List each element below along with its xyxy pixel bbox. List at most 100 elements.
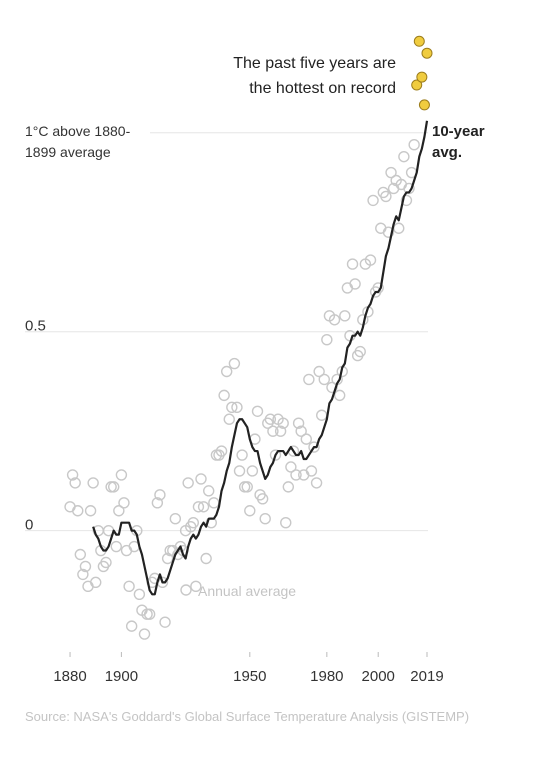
point xyxy=(200,552,212,565)
point xyxy=(400,194,413,207)
highlight-point xyxy=(411,79,423,91)
point xyxy=(82,580,94,593)
point xyxy=(339,310,351,322)
point xyxy=(346,258,359,270)
point xyxy=(264,413,277,425)
point xyxy=(151,497,164,509)
point xyxy=(113,505,125,517)
point xyxy=(187,516,200,529)
point xyxy=(256,493,269,505)
point xyxy=(159,616,171,628)
highlight-point xyxy=(416,71,428,83)
point xyxy=(195,473,207,485)
point xyxy=(300,433,312,445)
point xyxy=(197,501,210,513)
point xyxy=(72,505,84,517)
point xyxy=(218,389,230,402)
point xyxy=(125,620,138,632)
y-tick-label: 0 xyxy=(25,517,33,534)
point xyxy=(310,477,323,489)
point xyxy=(154,489,166,501)
point xyxy=(333,389,346,402)
line-label: 10-year avg. xyxy=(432,123,485,161)
point xyxy=(118,497,130,509)
highlight-point xyxy=(421,47,433,59)
point xyxy=(233,465,246,477)
point xyxy=(305,465,318,477)
point xyxy=(77,568,89,581)
point xyxy=(161,552,174,565)
point xyxy=(408,139,420,151)
point xyxy=(328,314,341,326)
point xyxy=(110,540,122,553)
y-tick-label: 0.5 xyxy=(25,318,46,335)
point xyxy=(274,425,287,437)
y-tick-label: 1°C above 1880-1899 average xyxy=(25,120,150,163)
point xyxy=(79,560,92,573)
point xyxy=(398,150,410,163)
point xyxy=(385,166,397,179)
point xyxy=(393,222,405,234)
point xyxy=(138,628,151,640)
point xyxy=(223,413,235,425)
point xyxy=(100,556,112,569)
point xyxy=(318,373,330,386)
source: Source: NASA's Goddard's Global Surface … xyxy=(25,709,470,724)
point xyxy=(90,576,102,589)
point xyxy=(259,513,271,525)
x-tick-label: 1880 xyxy=(53,668,86,685)
point xyxy=(84,505,97,517)
point xyxy=(133,588,146,600)
highlight-point xyxy=(413,35,425,47)
average-line xyxy=(92,120,429,596)
point xyxy=(203,485,215,497)
point xyxy=(69,477,81,489)
point xyxy=(66,469,79,481)
point xyxy=(267,425,279,437)
point xyxy=(251,405,264,417)
point xyxy=(241,481,253,493)
point xyxy=(226,401,238,413)
point xyxy=(228,357,241,370)
point xyxy=(236,449,248,461)
point xyxy=(190,580,202,593)
point xyxy=(375,222,387,234)
point xyxy=(269,449,282,461)
point xyxy=(107,481,120,493)
highlight-point xyxy=(418,99,430,111)
point xyxy=(215,445,228,457)
point xyxy=(298,469,310,481)
point xyxy=(277,417,289,429)
x-tick-label: 1900 xyxy=(105,668,138,685)
point xyxy=(321,333,333,346)
point xyxy=(316,409,328,421)
point xyxy=(115,469,128,481)
point xyxy=(143,608,156,620)
point xyxy=(380,190,392,203)
point xyxy=(87,477,99,489)
x-tick-label: 1980 xyxy=(310,668,343,685)
point xyxy=(280,516,292,529)
point xyxy=(123,580,135,593)
point xyxy=(208,497,220,509)
point xyxy=(231,401,243,413)
point xyxy=(192,501,205,513)
point xyxy=(282,481,295,493)
point xyxy=(303,373,315,386)
point xyxy=(246,465,259,477)
annotation: The past five years are the hottest on r… xyxy=(233,55,396,97)
legend-marker xyxy=(180,584,192,596)
point xyxy=(313,365,325,378)
point xyxy=(74,548,87,561)
point xyxy=(341,282,354,294)
point xyxy=(308,441,320,453)
point xyxy=(244,505,256,517)
point xyxy=(64,501,76,513)
x-tick-label: 1950 xyxy=(233,668,266,685)
point xyxy=(292,417,305,429)
x-tick-label: 2019 xyxy=(410,668,443,685)
point xyxy=(220,365,233,378)
point xyxy=(120,544,133,557)
